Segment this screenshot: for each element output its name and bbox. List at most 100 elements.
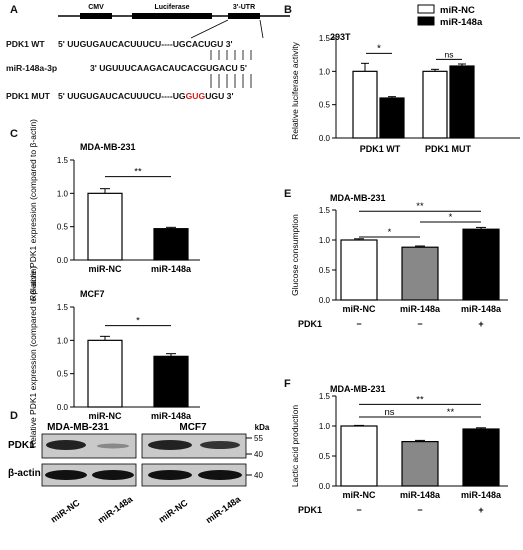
bar-0-1-1 [449,65,475,139]
bar-3-0 [340,239,378,301]
panel-b-letter: B [284,4,292,16]
chart-2-ylabel: Relative PDK1 expression (compared to β-… [28,266,38,448]
sig-label-0: * [377,43,381,54]
chart-4-cat-0: miR-NC [343,490,376,500]
chart-4-cat-2: miR-148a [461,490,502,500]
row-pdk1-wt-seq: 5' UUGUGAUCACUUUCU----UGCACUGU 3' [58,39,233,49]
chart-3-cond-1: − [417,319,422,329]
wb-band-actin: β-actin [8,468,41,479]
wb-group-mda: MDA-MB-231 [47,422,109,433]
band-actin-1 [45,470,87,480]
box-utr: 3'-UTR [233,4,255,11]
legend-label-1: miR-148a [440,17,483,28]
pairing-lines-2 [210,74,252,88]
chart-1-ytick-label-2: 1.0 [57,189,69,198]
sig-label-1: ns [445,49,454,59]
chart-4-ytick-label-2: 1.0 [319,422,331,431]
panel-c-letter: C [10,128,18,140]
chart-1-subtitle: MDA-MB-231 [80,142,136,152]
chart-4-subtitle: MDA-MB-231 [330,384,386,394]
chart-3-ylabel: Glucose consumption [290,214,300,296]
chart-1-sig-label-0: ** [134,167,142,178]
legend-label-0: miR-NC [440,5,475,16]
bar-4-0 [340,425,378,487]
chart-4-cond-2: + [478,505,483,515]
lane-4: miR-148a [204,494,243,526]
construct-diagram: CMV Luciferase 3'-UTR [58,4,290,88]
chart-1-cat-1: miR-148a [151,264,192,274]
bar-2-1 [153,355,189,408]
chart-4-ylabel: Lactic acid production [290,405,300,487]
chart-1-ytick-label-1: 0.5 [57,223,69,232]
chart-2-ytick-label-2: 1.0 [57,336,69,345]
bar-4-1 [401,441,439,487]
chart-2-ytick-label-0: 0.0 [57,403,69,412]
panel-a-letter: A [10,4,18,16]
chart-3-cat-0: miR-NC [343,304,376,314]
wb-group-mcf7: MCF7 [179,422,207,433]
chart-3-ytick-label-1: 0.5 [319,266,331,275]
bar-0-0-1 [422,70,448,139]
marker-40b: 40 [254,471,263,480]
chart-1-ytick-label-3: 1.5 [57,156,69,165]
chart-3-ytick-label-2: 1.0 [319,236,331,245]
chart-3-cat-2: miR-148a [461,304,502,314]
marker-55: 55 [254,434,263,443]
chart-4-ytick-label-3: 1.5 [319,392,331,401]
chart-4-sig-label-1: ** [447,407,455,418]
chart-1-cat-0: miR-NC [89,264,122,274]
chart-0-ytick-label-2: 1.0 [319,67,331,76]
chart-2-subtitle: MCF7 [80,289,105,299]
chart-3-ytick-label-3: 1.5 [319,206,331,215]
chart-4-cond-label: PDK1 [298,505,322,515]
chart-3-ytick-label-0: 0.0 [319,296,331,305]
pairing-lines-1 [210,50,252,60]
chart-3-cond-2: + [478,319,483,329]
lane-3: miR-NC [157,497,190,524]
wb-band-pdk1: PDK1 [8,440,35,451]
chart-3-sig-label-2: ** [416,201,424,212]
lane-1: miR-NC [49,497,82,524]
legend-swatch-1 [417,16,435,26]
lane-2: miR-148a [96,494,135,526]
chart-0-ytick-label-3: 1.5 [319,34,331,43]
band-pdk1-3 [148,440,192,450]
row-pdk1-mut-seq: 5' UUGUGAUCACUUUCU----UGGUGUGU 3' [58,91,234,101]
legend-swatch-0 [417,4,435,14]
row-mir-label: miR-148a-3p [6,63,58,73]
panel-e-letter: E [284,188,292,200]
bar-2-0 [87,339,123,408]
box-luciferase: Luciferase [154,4,189,11]
chart-4-ytick-label-0: 0.0 [319,482,331,491]
bar-0-0-0 [352,70,378,139]
chart-3-subtitle: MDA-MB-231 [330,193,386,203]
chart-3-cond-0: − [356,319,361,329]
mutated-bases: GUG [185,91,206,101]
band-pdk1-2 [97,443,129,449]
bar-4-2 [462,428,500,487]
row-pdk1-mut-label: PDK1 MUT [6,91,50,101]
chart-4-cond-1: − [417,505,422,515]
chart-3-sig-label-0: * [388,227,392,238]
chart-0-ytick-label-1: 0.5 [319,101,331,110]
chart-1-ylabel: Relative PDK1 expression (compared to β-… [28,119,38,301]
chart-4-cond-0: − [356,505,361,515]
chart-4-ytick-label-1: 0.5 [319,452,331,461]
panel-d-letter: D [10,410,18,422]
chart-2-sig-label-0: * [136,316,140,327]
wb-unit: kDa [255,423,270,432]
bar-3-2 [462,228,500,301]
chart-2-ytick-label-3: 1.5 [57,303,69,312]
chart-4-sig-label-0: ns [384,407,394,418]
chart-4-cat-1: miR-148a [400,490,441,500]
bar-1-0 [87,192,123,261]
chart-0-cat-1: PDK1 MUT [425,144,472,154]
band-actin-3 [148,470,192,480]
chart-2-ytick-label-1: 0.5 [57,370,69,379]
chart-1-ytick-label-0: 0.0 [57,256,69,265]
band-actin-2 [92,470,134,480]
chart-4-sig-label-2: ** [416,394,424,405]
chart-0-ytick-label-0: 0.0 [319,134,331,143]
box-cmv: CMV [88,4,104,11]
